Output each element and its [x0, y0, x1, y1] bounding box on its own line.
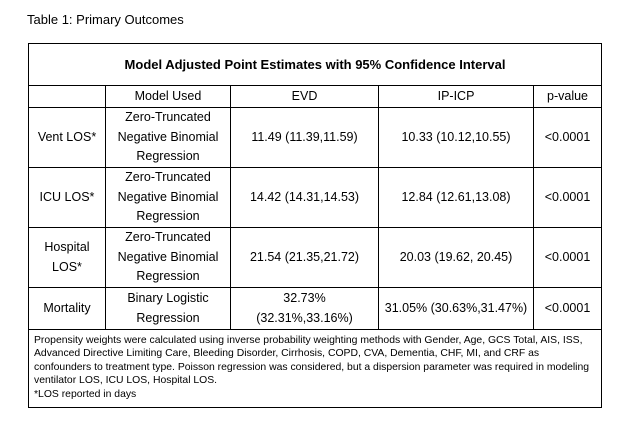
column-header-p-value: p-value	[532, 85, 603, 108]
evd-cell: 14.42 (14.31,14.53)	[230, 167, 379, 228]
table-caption: Table 1: Primary Outcomes	[27, 12, 184, 27]
column-header-label	[28, 85, 106, 108]
p-value-cell: <0.0001	[532, 167, 603, 228]
ip-icp-cell: 12.84 (12.61,13.08)	[378, 167, 534, 228]
column-header-model-used: Model Used	[105, 85, 231, 108]
p-value-cell: <0.0001	[532, 107, 603, 168]
footnote-methods: Propensity weights were calculated using…	[34, 335, 590, 387]
table-row: Hospital LOS* Zero-Truncated Negative Bi…	[28, 227, 603, 288]
model-cell: Zero-Truncated Negative Binomial Regress…	[105, 227, 231, 288]
footnote-los-units: *LOS reported in days	[34, 388, 137, 400]
evd-cell: 21.54 (21.35,21.72)	[230, 227, 379, 288]
header-row: Model Used EVD IP-ICP p-value	[28, 85, 603, 108]
column-header-ip-icp: IP-ICP	[378, 85, 534, 108]
row-label: Hospital LOS*	[28, 227, 106, 288]
table-title: Model Adjusted Point Estimates with 95% …	[27, 43, 603, 86]
row-label: Mortality	[28, 287, 106, 330]
table-row: ICU LOS* Zero-Truncated Negative Binomia…	[28, 167, 603, 228]
ip-icp-cell: 31.05% (30.63%,31.47%)	[378, 287, 534, 330]
model-cell: Zero-Truncated Negative Binomial Regress…	[105, 167, 231, 228]
column-header-evd: EVD	[230, 85, 379, 108]
row-label: Vent LOS*	[28, 107, 106, 168]
primary-outcomes-table: Model Adjusted Point Estimates with 95% …	[27, 43, 603, 409]
table-row: Vent LOS* Zero-Truncated Negative Binomi…	[28, 107, 603, 168]
row-label: ICU LOS*	[28, 167, 106, 228]
evd-cell: 11.49 (11.39,11.59)	[230, 107, 379, 168]
evd-cell: 32.73% (32.31%,33.16%)	[230, 287, 379, 330]
table-footnote: Propensity weights were calculated using…	[27, 328, 603, 409]
p-value-cell: <0.0001	[532, 287, 603, 330]
p-value-cell: <0.0001	[532, 227, 603, 288]
model-cell: Zero-Truncated Negative Binomial Regress…	[105, 107, 231, 168]
ip-icp-cell: 20.03 (19.62, 20.45)	[378, 227, 534, 288]
ip-icp-cell: 10.33 (10.12,10.55)	[378, 107, 534, 168]
table-row: Mortality Binary Logistic Regression 32.…	[28, 287, 603, 330]
model-cell: Binary Logistic Regression	[105, 287, 231, 330]
